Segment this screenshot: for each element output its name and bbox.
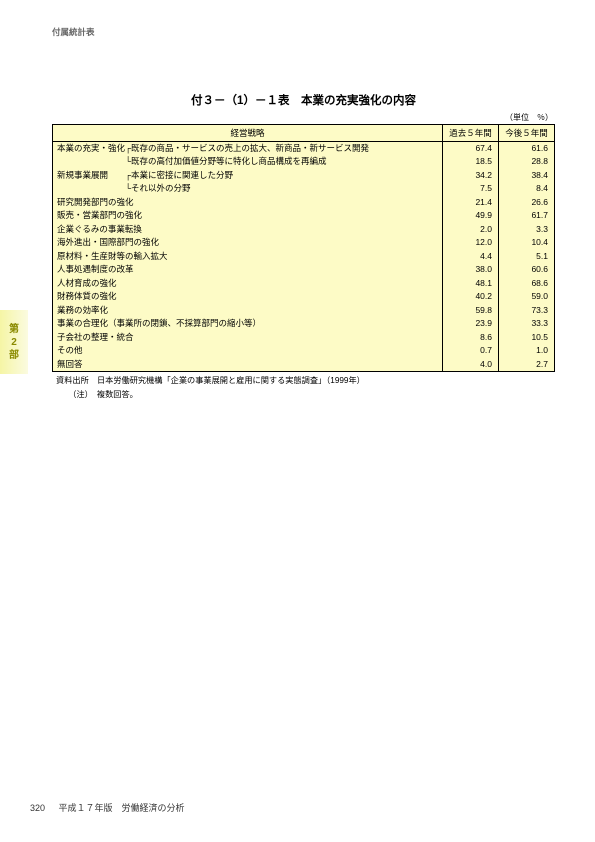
row-past5: 40.2: [443, 290, 499, 303]
table-row: 新規事業展開 ┌本業に密接に関連した分野34.238.4: [53, 169, 555, 182]
table-row: 原材料・生産財等の輸入拡大4.45.1: [53, 250, 555, 263]
row-past5: 34.2: [443, 169, 499, 182]
row-next5: 3.3: [499, 223, 555, 236]
row-next5: 26.6: [499, 196, 555, 209]
table-row: 人材育成の強化48.168.6: [53, 277, 555, 290]
table-row: 人事処遇制度の改革38.060.6: [53, 263, 555, 276]
table-row: 本業の充実・強化┌既存の商品・サービスの売上の拡大、新商品・新サービス開発67.…: [53, 142, 555, 156]
row-past5: 18.5: [443, 155, 499, 168]
table-row: 海外進出・国際部門の強化12.010.4: [53, 236, 555, 249]
row-past5: 59.8: [443, 304, 499, 317]
table-title: 付３－（1）－１表 本業の充実強化の内容: [52, 92, 555, 108]
row-label: 原材料・生産財等の輸入拡大: [53, 250, 443, 263]
table-row: 販売・営業部門の強化49.961.7: [53, 209, 555, 222]
row-label: └既存の高付加価値分野等に特化し商品構成を再編成: [53, 155, 443, 168]
row-label: 業務の効率化: [53, 304, 443, 317]
row-past5: 67.4: [443, 142, 499, 156]
footer-text: 平成１７年版 労働経済の分析: [59, 803, 185, 813]
row-next5: 2.7: [499, 358, 555, 372]
table-row: 事業の合理化（事業所の閉鎖、不採算部門の縮小等）23.933.3: [53, 317, 555, 330]
row-past5: 49.9: [443, 209, 499, 222]
table-row: その他0.71.0: [53, 344, 555, 357]
unit-label: （単位 ％）: [52, 112, 555, 123]
row-past5: 7.5: [443, 182, 499, 195]
header-label: 付属統計表: [52, 26, 555, 38]
side-tab-l2: 2: [11, 336, 17, 349]
row-next5: 38.4: [499, 169, 555, 182]
row-next5: 28.8: [499, 155, 555, 168]
row-label: 事業の合理化（事業所の閉鎖、不採算部門の縮小等）: [53, 317, 443, 330]
table-row: 子会社の整理・統合8.610.5: [53, 331, 555, 344]
statistics-table: 経営戦略 過去５年間 今後５年間 本業の充実・強化┌既存の商品・サービスの売上の…: [52, 124, 555, 372]
col-header-past5: 過去５年間: [443, 125, 499, 142]
row-past5: 23.9: [443, 317, 499, 330]
row-next5: 73.3: [499, 304, 555, 317]
side-tab-l1: 第: [9, 323, 19, 336]
row-past5: 38.0: [443, 263, 499, 276]
table-row: 無回答4.02.7: [53, 358, 555, 372]
table-row: 財務体質の強化40.259.0: [53, 290, 555, 303]
row-past5: 12.0: [443, 236, 499, 249]
row-past5: 48.1: [443, 277, 499, 290]
row-next5: 33.3: [499, 317, 555, 330]
row-past5: 2.0: [443, 223, 499, 236]
table-row: └既存の高付加価値分野等に特化し商品構成を再編成18.528.8: [53, 155, 555, 168]
row-past5: 8.6: [443, 331, 499, 344]
row-label: 研究開発部門の強化: [53, 196, 443, 209]
col-header-next5: 今後５年間: [499, 125, 555, 142]
row-past5: 21.4: [443, 196, 499, 209]
row-next5: 8.4: [499, 182, 555, 195]
row-past5: 0.7: [443, 344, 499, 357]
row-label: 新規事業展開 ┌本業に密接に関連した分野: [53, 169, 443, 182]
table-row: 研究開発部門の強化21.426.6: [53, 196, 555, 209]
row-next5: 61.7: [499, 209, 555, 222]
row-next5: 61.6: [499, 142, 555, 156]
row-next5: 68.6: [499, 277, 555, 290]
row-label: 販売・営業部門の強化: [53, 209, 443, 222]
row-label: その他: [53, 344, 443, 357]
row-label: 人事処遇制度の改革: [53, 263, 443, 276]
row-label: └それ以外の分野: [53, 182, 443, 195]
table-row: 業務の効率化59.873.3: [53, 304, 555, 317]
row-label: 財務体質の強化: [53, 290, 443, 303]
side-tab: 第 2 部: [0, 310, 28, 374]
source-line2: （注） 複数回答。: [52, 389, 555, 400]
row-past5: 4.4: [443, 250, 499, 263]
row-label: 子会社の整理・統合: [53, 331, 443, 344]
row-label: 無回答: [53, 358, 443, 372]
row-next5: 60.6: [499, 263, 555, 276]
page-footer: 320 平成１７年版 労働経済の分析: [30, 801, 185, 814]
row-next5: 10.4: [499, 236, 555, 249]
row-label: 人材育成の強化: [53, 277, 443, 290]
page-number: 320: [30, 803, 56, 813]
table-row: 企業ぐるみの事業転換2.03.3: [53, 223, 555, 236]
row-next5: 59.0: [499, 290, 555, 303]
col-header-strategy: 経営戦略: [53, 125, 443, 142]
row-next5: 1.0: [499, 344, 555, 357]
source-line1: 資料出所 日本労働研究機構「企業の事業展開と雇用に関する実態調査」（1999年）: [52, 375, 555, 386]
row-past5: 4.0: [443, 358, 499, 372]
row-next5: 5.1: [499, 250, 555, 263]
side-tab-l3: 部: [9, 349, 19, 362]
table-row: └それ以外の分野7.58.4: [53, 182, 555, 195]
row-label: 本業の充実・強化┌既存の商品・サービスの売上の拡大、新商品・新サービス開発: [53, 142, 443, 156]
row-next5: 10.5: [499, 331, 555, 344]
row-label: 企業ぐるみの事業転換: [53, 223, 443, 236]
row-label: 海外進出・国際部門の強化: [53, 236, 443, 249]
